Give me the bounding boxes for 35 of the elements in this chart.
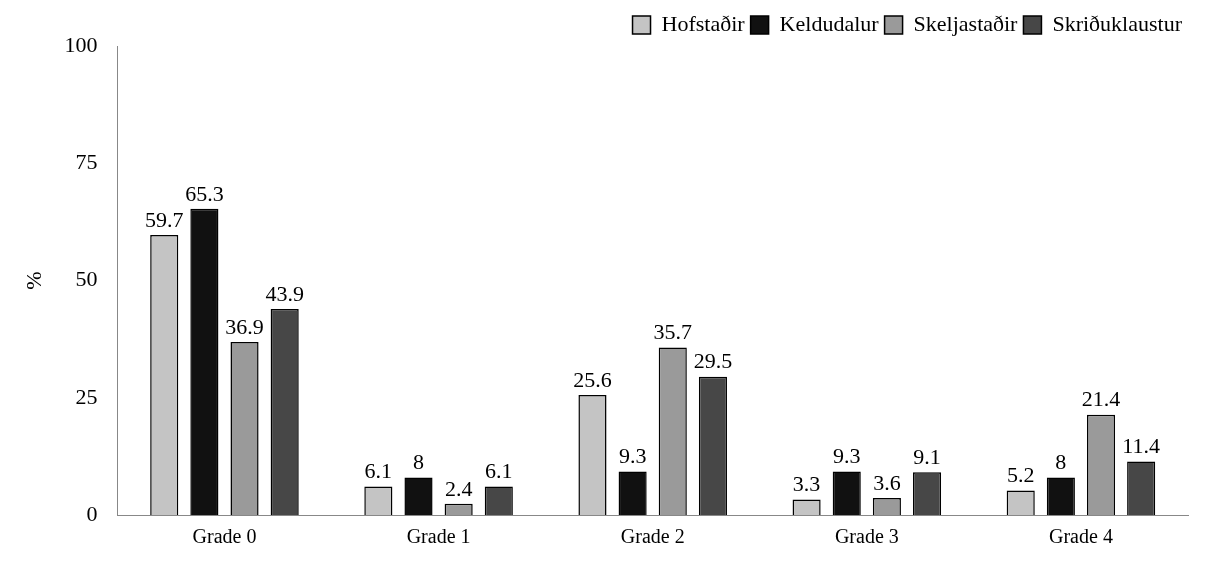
data-label: 36.9 (225, 313, 264, 339)
data-label: 59.7 (144, 206, 184, 232)
legend-label: Skriðuklaustur (1052, 10, 1183, 36)
data-label: 9.3 (618, 443, 647, 469)
data-label: 35.7 (653, 319, 693, 345)
y-tick-label: 25 (75, 383, 98, 409)
data-label: 9.3 (833, 443, 861, 469)
data-label: 25.6 (573, 366, 612, 392)
data-label: 6.1 (485, 458, 513, 484)
data-label: 3.3 (792, 471, 821, 497)
y-tick-label: 100 (64, 31, 98, 57)
y-tick-label: 0 (86, 500, 98, 526)
legend-label: Skeljastaðir (913, 10, 1019, 36)
y-tick-label: 75 (75, 149, 98, 175)
x-tick-label: Grade 1 (406, 525, 471, 548)
data-label: 8 (413, 449, 425, 475)
data-label: 21.4 (1081, 386, 1121, 412)
y-axis-title: % (20, 271, 46, 290)
y-tick-label: 50 (75, 266, 98, 292)
data-label: 8 (1055, 449, 1067, 475)
data-label: 2.4 (444, 475, 473, 501)
data-label: 29.5 (693, 348, 733, 374)
legend-label: Hofstaðir (661, 10, 746, 36)
data-label: 3.6 (873, 469, 901, 495)
x-tick-label: Grade 0 (192, 525, 257, 548)
legend-label: Keldudalur (779, 10, 880, 36)
data-label: 65.3 (185, 180, 224, 206)
data-label: 6.1 (364, 458, 393, 484)
x-tick-label: Grade 2 (620, 525, 685, 548)
data-label: 9.1 (913, 444, 941, 470)
data-label: 5.2 (1006, 462, 1035, 488)
x-tick-label: Grade 4 (1049, 525, 1113, 548)
x-tick-label: Grade 3 (834, 525, 899, 548)
data-label: 11.4 (1122, 433, 1161, 459)
data-label: 43.9 (265, 280, 304, 306)
